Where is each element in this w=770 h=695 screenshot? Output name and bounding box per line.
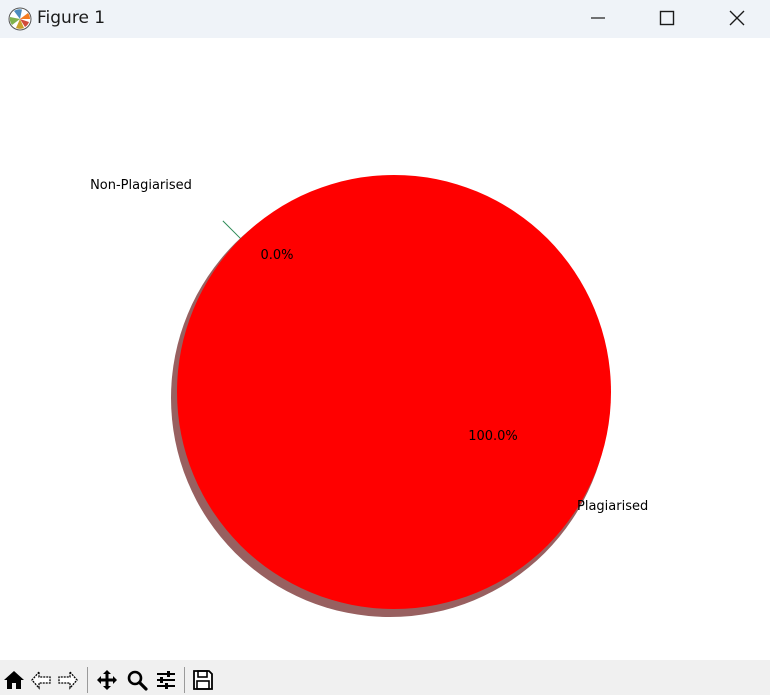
toolbar-separator bbox=[184, 667, 185, 693]
pie-slice-non-plagiarised-edge bbox=[222, 220, 241, 239]
save-icon bbox=[193, 670, 213, 690]
minimize-button[interactable] bbox=[563, 0, 633, 36]
figure-canvas: Non-Plagiarised Plagiarised 0.0% 100.0% bbox=[0, 38, 770, 660]
navigation-toolbar bbox=[0, 660, 770, 695]
pan-button[interactable] bbox=[95, 668, 119, 692]
zoom-button[interactable] bbox=[125, 668, 149, 692]
pie-pct-plagiarised: 100.0% bbox=[468, 429, 518, 444]
pie-label-non-plagiarised: Non-Plagiarised bbox=[90, 178, 192, 193]
forward-icon bbox=[58, 670, 78, 690]
back-button[interactable] bbox=[29, 668, 53, 692]
pie-slice-plagiarised bbox=[177, 175, 611, 609]
configure-subplots-button[interactable] bbox=[154, 668, 178, 692]
back-icon bbox=[31, 670, 51, 690]
pie-chart: Non-Plagiarised Plagiarised 0.0% 100.0% bbox=[90, 175, 648, 617]
window-title: Figure 1 bbox=[37, 8, 106, 28]
maximize-icon bbox=[659, 10, 675, 26]
configure-subplots-icon bbox=[157, 671, 175, 689]
close-icon bbox=[729, 10, 745, 26]
matplotlib-icon bbox=[8, 7, 32, 31]
toolbar-separator bbox=[87, 667, 88, 693]
home-button[interactable] bbox=[2, 668, 26, 692]
home-icon bbox=[4, 671, 24, 689]
pan-icon bbox=[97, 670, 117, 690]
pie-label-plagiarised: Plagiarised bbox=[577, 499, 648, 514]
forward-button[interactable] bbox=[56, 668, 80, 692]
title-bar: Figure 1 bbox=[0, 0, 770, 38]
minimize-icon bbox=[591, 17, 605, 19]
save-button[interactable] bbox=[191, 668, 215, 692]
zoom-icon bbox=[127, 670, 148, 691]
close-button[interactable] bbox=[702, 0, 770, 36]
pie-pct-non-plagiarised: 0.0% bbox=[260, 248, 293, 263]
maximize-button[interactable] bbox=[632, 0, 702, 36]
